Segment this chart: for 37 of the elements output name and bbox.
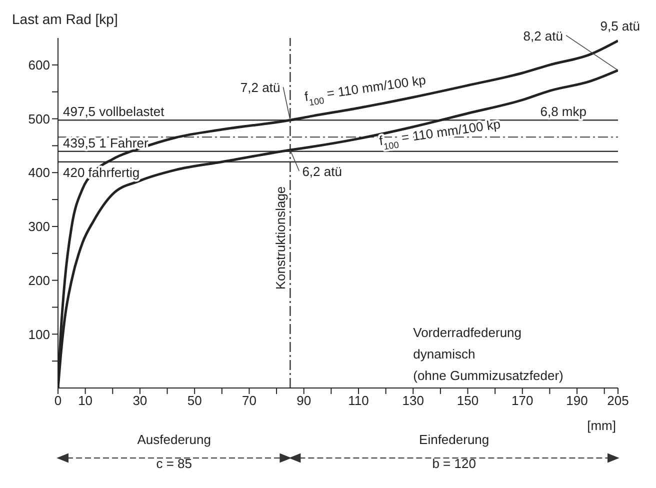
- ref-line-label: 497,5 vollbelastet: [63, 104, 165, 120]
- annotation: f$_{100}$ = 110 mm/100 kp: [304, 72, 427, 108]
- text: c = 85: [156, 456, 192, 471]
- annotation: 6,2 atü: [302, 164, 342, 179]
- x-tick-label: 130: [402, 393, 424, 408]
- annotation: dynamisch: [413, 346, 476, 362]
- y-tick-label: 400: [28, 165, 50, 180]
- annotation: 7,2 atü: [240, 80, 280, 96]
- text: Einfederung: [419, 432, 490, 447]
- x-tick-label: 70: [242, 393, 256, 408]
- x-tick-label: 150: [456, 393, 479, 408]
- annotation: 8,2 atü: [523, 28, 563, 44]
- text: Ausfederung: [137, 432, 211, 447]
- x-tick-label: 170: [512, 393, 534, 408]
- annotation: f$_{100}$ = 110 mm/100 kp: [378, 116, 502, 152]
- x-tick-label: 110: [348, 393, 369, 408]
- x-tick-label: 50: [187, 393, 202, 408]
- annotation: (ohne Gummizusatzfeder): [413, 368, 564, 383]
- x-axis-title: [mm]: [587, 418, 616, 433]
- x-tick-label: 205: [607, 393, 629, 408]
- y-axis-title: Last am Rad [kp]: [12, 11, 118, 27]
- y-tick-label: 300: [28, 219, 50, 234]
- x-tick-label: 90: [296, 393, 312, 408]
- x-tick-label: 0: [54, 393, 62, 408]
- x-tick-label: 190: [566, 393, 588, 408]
- annotation: 6,8 mkp: [540, 104, 586, 120]
- ref-line-label: 439,5 1 Fahrer: [63, 135, 149, 150]
- annotation: Vorderradfederung: [413, 324, 522, 340]
- y-tick-label: 200: [28, 272, 50, 288]
- y-tick-label: 500: [28, 111, 50, 126]
- text: b = 120: [432, 456, 476, 471]
- ref-line-label: Konstruktionslage: [273, 186, 288, 290]
- y-tick-label: 600: [28, 58, 50, 73]
- annotation: 9,5 atü: [600, 18, 640, 34]
- y-tick-label: 100: [28, 326, 50, 342]
- x-tick-label: 30: [132, 393, 148, 408]
- x-tick-label: 10: [78, 393, 93, 408]
